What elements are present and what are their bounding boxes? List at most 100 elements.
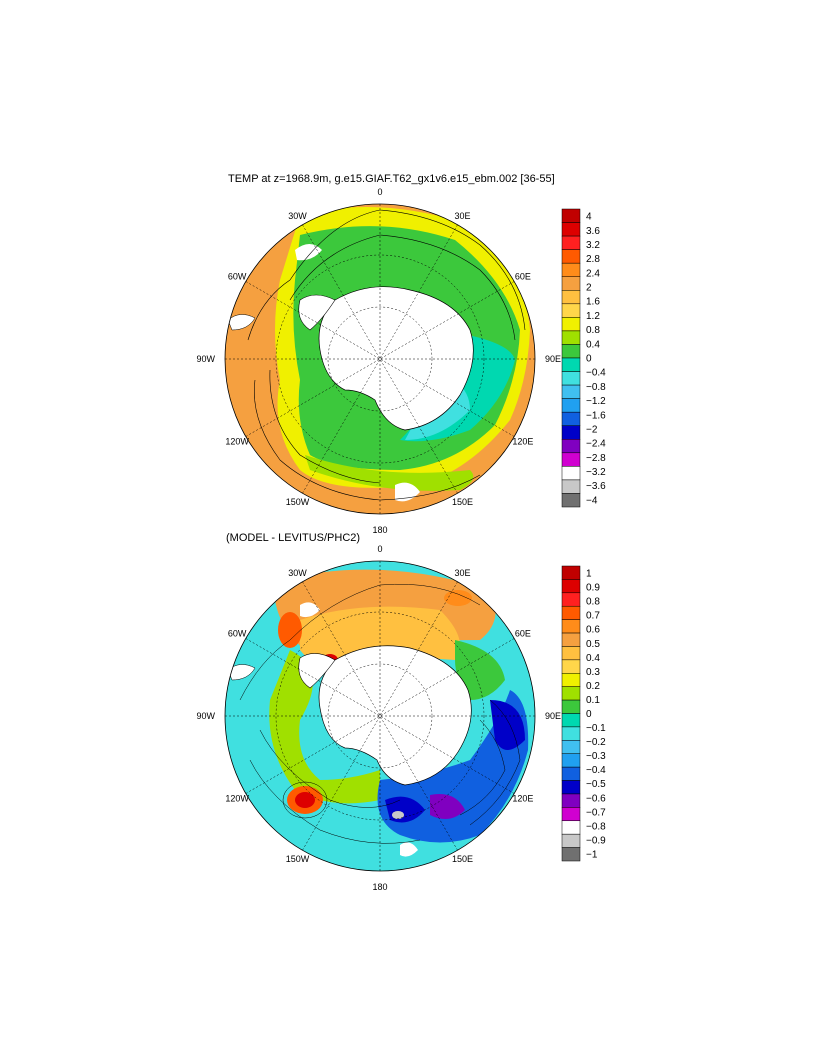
colorbar-label: −1.6	[586, 410, 606, 421]
panel-2-lon-labels: 0 30E 60E 90E 120E 150E 180 150W 120W 90W 60W 30W	[196, 544, 561, 892]
colorbar-label: −0.2	[586, 737, 606, 748]
colorbar-label: 4	[586, 212, 592, 223]
colorbar-label: −4	[586, 495, 598, 506]
colorbar-label: −0.8	[586, 821, 606, 832]
colorbar-label: 1.2	[586, 311, 600, 322]
lon-label: 90W	[196, 354, 215, 364]
lon-label: 150W	[286, 854, 310, 864]
lon-label: 120E	[512, 437, 533, 447]
colorbar-swatch	[561, 793, 581, 808]
colorbar-swatch	[561, 452, 581, 467]
lon-label: 60W	[228, 272, 247, 282]
colorbar-label: −2.8	[586, 453, 606, 464]
lon-label: 120W	[225, 794, 249, 804]
lon-label: 30W	[288, 568, 307, 578]
colorbar-swatch	[561, 605, 581, 620]
colorbar-label: 0.4	[586, 339, 600, 350]
colorbar-swatch	[561, 276, 581, 291]
colorbar-swatch	[561, 344, 581, 359]
colorbar-label: 0.6	[586, 625, 600, 636]
panel-1-map-border	[224, 203, 536, 515]
colorbar-swatch	[561, 619, 581, 634]
panel-2-title: (MODEL - LEVITUS/PHC2)	[226, 532, 361, 544]
colorbar-swatch	[561, 479, 581, 494]
colorbar-label: −2	[586, 425, 598, 436]
colorbar-label: 2	[586, 283, 592, 294]
lon-label: 0	[377, 544, 382, 554]
colorbar-label: 0.8	[586, 325, 600, 336]
colorbar-label: 0	[586, 709, 592, 720]
colorbar-label: −0.9	[586, 835, 606, 846]
colorbar-label: −0.4	[586, 368, 606, 379]
colorbar-swatch	[561, 290, 581, 305]
colorbar-swatch	[561, 357, 581, 372]
lon-label: 60E	[515, 272, 531, 282]
lon-label: 30E	[454, 211, 470, 221]
panel-1-colorbar: 4 3.6 3.2 2.8 2.4 2 1.6 1.2 0.8 0.4 0 −0.4 −0.8 −1.2 −…	[561, 208, 606, 508]
colorbar-label: −0.4	[586, 765, 606, 776]
colorbar-label: −3.6	[586, 481, 606, 492]
lon-label: 150E	[452, 497, 473, 507]
colorbar-swatch	[561, 411, 581, 426]
lon-label: 150W	[286, 497, 310, 507]
panel-2-map-border	[224, 560, 536, 872]
colorbar-swatch	[561, 330, 581, 345]
colorbar-label: −0.6	[586, 793, 606, 804]
lon-label: 90E	[545, 711, 561, 721]
colorbar-label: −0.7	[586, 807, 606, 818]
lon-label: 60W	[228, 629, 247, 639]
colorbar-swatch	[561, 317, 581, 332]
panel-2-map	[225, 561, 535, 871]
colorbar-label: 1.6	[586, 297, 600, 308]
colorbar-swatch	[561, 780, 581, 795]
colorbar-swatch	[561, 686, 581, 701]
colorbar-swatch	[561, 425, 581, 440]
colorbar-swatch	[561, 820, 581, 835]
colorbar-swatch	[561, 565, 581, 580]
colorbar-swatch	[561, 235, 581, 250]
colorbar-swatch	[561, 673, 581, 687]
colorbar-swatch	[561, 753, 581, 768]
colorbar-label: 2.8	[586, 254, 600, 265]
colorbar-swatch	[561, 807, 581, 822]
colorbar-swatch	[561, 632, 581, 647]
colorbar-label: 0.5	[586, 639, 600, 650]
lon-label: 180	[372, 882, 387, 892]
panel-1-title: TEMP at z=1968.9m, g.e15.GIAF.T62_gx1v6.…	[228, 173, 555, 185]
colorbar-swatch	[561, 208, 581, 223]
panel-1-map	[225, 204, 535, 514]
lon-label: 90E	[545, 354, 561, 364]
colorbar-label: 3.2	[586, 240, 600, 251]
colorbar-swatch	[561, 833, 581, 848]
colorbar-swatch	[561, 249, 581, 264]
lon-label: 60E	[515, 629, 531, 639]
colorbar-swatch	[561, 439, 581, 454]
colorbar-label: 3.6	[586, 226, 600, 237]
lon-label: 120E	[512, 794, 533, 804]
colorbar-label: 0.2	[586, 681, 600, 692]
colorbar-swatch	[561, 579, 581, 594]
colorbar-label: 0.3	[586, 667, 600, 678]
lon-label: 30E	[454, 568, 470, 578]
colorbar-label: −1	[586, 850, 598, 861]
colorbar-swatch	[561, 493, 581, 508]
lon-label: 150E	[452, 854, 473, 864]
lon-label: 180	[372, 525, 387, 535]
panel-1-lon-labels: 0 30E 60E 90E 120E 150E 180 150W 120W 90W 60W 30W	[196, 187, 561, 535]
colorbar-swatch	[561, 726, 581, 741]
panel-2-colorbar: 1 0.9 0.8 0.7 0.6 0.5 0.4 0.3 0.2 0.1 0 −0.1 −0.2 −0.…	[561, 565, 606, 862]
colorbar-swatch	[561, 384, 581, 399]
lon-label: 90W	[196, 711, 215, 721]
lon-label: 120W	[225, 437, 249, 447]
colorbar-label: 2.4	[586, 268, 600, 279]
colorbar-swatch	[561, 713, 581, 728]
colorbar-label: 0.4	[586, 653, 600, 664]
colorbar-swatch	[561, 303, 581, 318]
colorbar-swatch	[561, 262, 581, 277]
colorbar-label: 0	[586, 354, 592, 365]
colorbar-label: −3.2	[586, 467, 606, 478]
colorbar-swatch	[561, 740, 581, 754]
colorbar-label: 0.7	[586, 611, 600, 622]
lon-label: 30W	[288, 211, 307, 221]
